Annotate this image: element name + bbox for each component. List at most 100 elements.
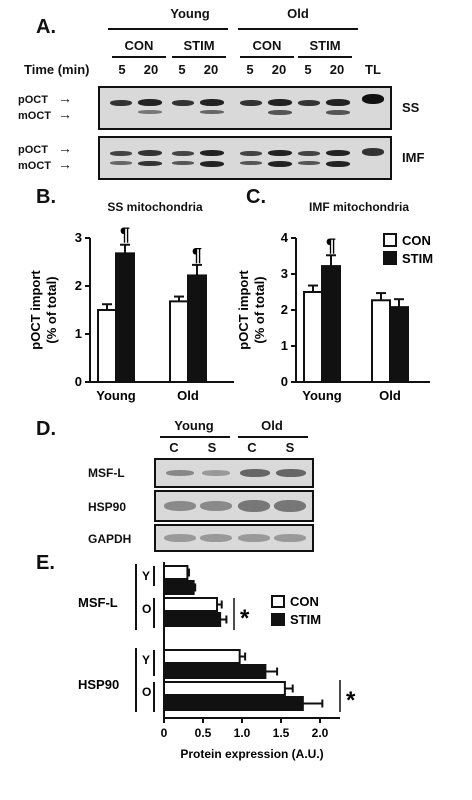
- chart-c-legend: CON STIM: [383, 233, 433, 266]
- panel-b-title: SS mitochondria: [107, 200, 203, 214]
- y-tick-label: 3: [281, 266, 288, 281]
- panel-d-label: D.: [36, 418, 56, 440]
- lane-label: C: [169, 440, 179, 455]
- cond-line-4: [298, 56, 352, 58]
- legend-label-con: CON: [290, 594, 319, 609]
- bar-stim: [389, 306, 409, 383]
- band: [164, 501, 196, 511]
- chart-c-ylabel: (% of total): [252, 276, 267, 343]
- sig-mark: ¶: [192, 245, 202, 265]
- band-label-poct: pOCT: [18, 144, 48, 156]
- band: [200, 150, 224, 156]
- blot-name-ss: SS: [402, 100, 420, 115]
- band: [164, 534, 196, 542]
- x-tick-label: Young: [302, 388, 342, 403]
- chart-e-xlabel: Protein expression (A.U.): [180, 747, 323, 761]
- band: [326, 110, 350, 115]
- bar-stim: [115, 252, 135, 383]
- band: [268, 150, 292, 156]
- blot-imf: [98, 136, 392, 180]
- band-label-moct: mOCT: [18, 110, 51, 122]
- age-label: Y: [142, 569, 150, 583]
- bar-con: [303, 291, 323, 383]
- band: [200, 534, 232, 542]
- legend-label-con: CON: [402, 233, 431, 248]
- chart-c: pOCT import (% of total) CON STIM 0 1 2 3 4 ¶…: [236, 230, 433, 403]
- protein-label-msf-l: MSF-L: [78, 595, 118, 610]
- band: [172, 161, 194, 165]
- lane-label: S: [285, 440, 295, 455]
- cond-line-2: [172, 56, 226, 58]
- time-point: 5: [118, 62, 126, 77]
- x-tick-label: Old: [379, 388, 401, 403]
- age-label: O: [142, 602, 151, 616]
- legend-label-stim: STIM: [402, 251, 433, 266]
- bar-stim: [321, 265, 341, 383]
- panel-c-label: C.: [246, 186, 266, 208]
- bar-con: [163, 565, 189, 580]
- band: [326, 99, 350, 106]
- band: [202, 470, 230, 476]
- band: [276, 469, 306, 477]
- y-tick-label: 0: [75, 374, 82, 389]
- time-point: 5: [246, 62, 254, 77]
- chart-e: MSF-L HSP90 Y O Y O Protein expression (…: [78, 562, 356, 761]
- time-point: 20: [329, 62, 345, 77]
- band: [326, 150, 350, 156]
- sig-mark: ¶: [120, 225, 130, 245]
- band: [200, 110, 224, 114]
- band: [138, 99, 162, 106]
- chart-b-ylabel: pOCT import: [28, 270, 43, 350]
- bar-stim: [163, 580, 195, 595]
- cond-line-1: [112, 56, 166, 58]
- cond-line-3: [240, 56, 294, 58]
- bar-stim: [163, 612, 222, 627]
- group-line-young: [108, 28, 228, 30]
- group-header-young: Young: [170, 6, 210, 21]
- legend-swatch-stim: [383, 251, 397, 265]
- x-tick-label: 1.0: [234, 726, 251, 740]
- time-point: 20: [143, 62, 159, 77]
- band: [200, 99, 224, 106]
- band: [138, 150, 162, 156]
- band: [166, 470, 194, 476]
- band: [326, 161, 350, 167]
- x-tick-label: Young: [96, 388, 136, 403]
- bar-stim: [163, 664, 267, 679]
- group-header-young: Young: [174, 418, 214, 433]
- lane-label: S: [207, 440, 217, 455]
- legend-swatch-con: [383, 233, 397, 247]
- y-tick-label: 2: [75, 278, 82, 293]
- band: [362, 148, 384, 156]
- band: [110, 100, 132, 106]
- bar-con: [163, 681, 286, 696]
- blot-name-msf-l: MSF-L: [88, 466, 125, 480]
- age-label: O: [142, 685, 151, 699]
- blot-gapdh: [154, 524, 314, 552]
- band: [110, 151, 132, 156]
- chart-b: pOCT import (% of total) 0 1 2 3 ¶ Young ¶ Old: [28, 225, 234, 403]
- sig-mark: *: [240, 605, 250, 632]
- y-tick-label: 3: [75, 230, 82, 245]
- y-tick-label: 1: [281, 338, 288, 353]
- sig-mark: *: [346, 687, 356, 714]
- bar-con: [371, 299, 391, 383]
- band: [138, 161, 162, 166]
- band: [298, 161, 320, 165]
- group-header-old: Old: [287, 6, 309, 21]
- time-point: 20: [203, 62, 219, 77]
- arrow-icon: →: [58, 92, 72, 107]
- band: [362, 94, 384, 104]
- chart-e-marks: 0 0.5 1.0 1.5 2.0: [161, 565, 329, 740]
- band: [240, 161, 262, 165]
- x-tick-label: 1.5: [273, 726, 290, 740]
- band: [268, 161, 292, 167]
- band: [268, 99, 292, 106]
- band: [172, 100, 194, 106]
- arrow-icon: →: [58, 158, 72, 173]
- age-label: Y: [142, 653, 150, 667]
- bar-stim: [163, 696, 304, 711]
- blot-msf-l: [154, 458, 314, 488]
- band: [298, 100, 320, 106]
- lane-label: C: [247, 440, 257, 455]
